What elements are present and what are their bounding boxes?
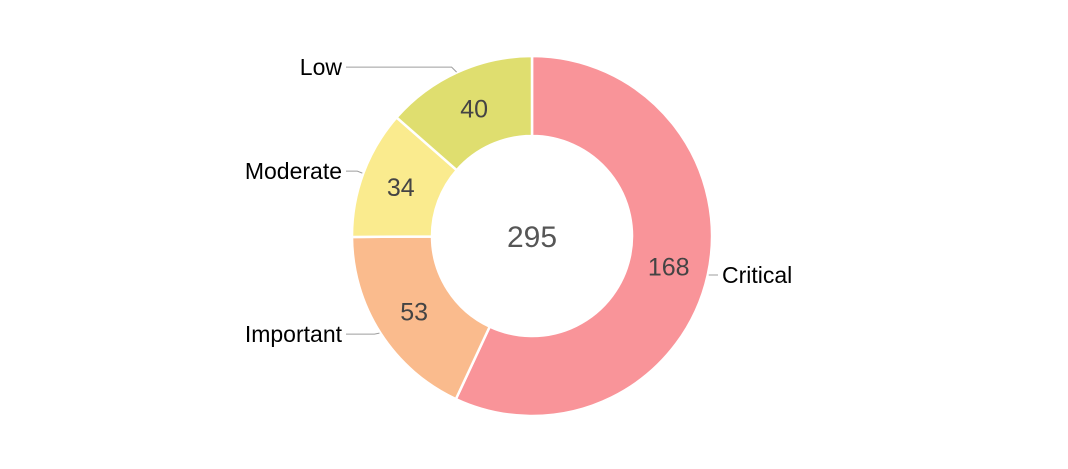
labels-group: 168 Critical 53 Important 34 Moderate 40 Low bbox=[245, 54, 792, 347]
pie-slice-important[interactable] bbox=[350, 235, 491, 401]
pie-slice-critical[interactable] bbox=[454, 54, 714, 418]
label-leader-line-moderate bbox=[346, 170, 363, 174]
slice-category-label-moderate: Moderate bbox=[245, 158, 342, 184]
donut-center-total: 295 bbox=[507, 221, 557, 254]
slice-value-low: 40 bbox=[460, 96, 488, 124]
slice-category-label-important: Important bbox=[245, 321, 343, 347]
slice-category-label-low: Low bbox=[300, 54, 343, 80]
label-leader-line-low bbox=[346, 66, 457, 73]
slice-value-critical: 168 bbox=[648, 253, 690, 281]
leader-lines-group bbox=[346, 66, 718, 335]
slices-group bbox=[350, 54, 714, 418]
slice-value-important: 53 bbox=[400, 299, 428, 327]
slice-value-moderate: 34 bbox=[387, 174, 415, 202]
label-leader-line-important bbox=[346, 332, 380, 335]
pie-slice-low[interactable] bbox=[395, 54, 534, 172]
slice-category-label-critical: Critical bbox=[722, 262, 792, 288]
